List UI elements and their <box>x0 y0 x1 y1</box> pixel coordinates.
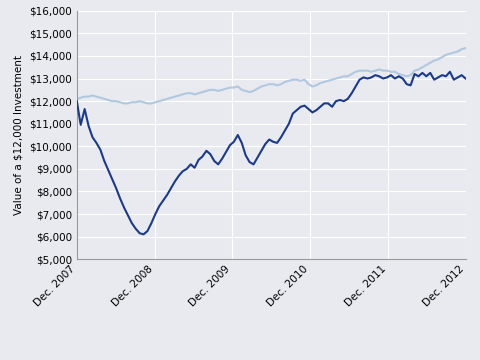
Y-axis label: Value of a $12,000 Investment: Value of a $12,000 Investment <box>13 55 24 215</box>
